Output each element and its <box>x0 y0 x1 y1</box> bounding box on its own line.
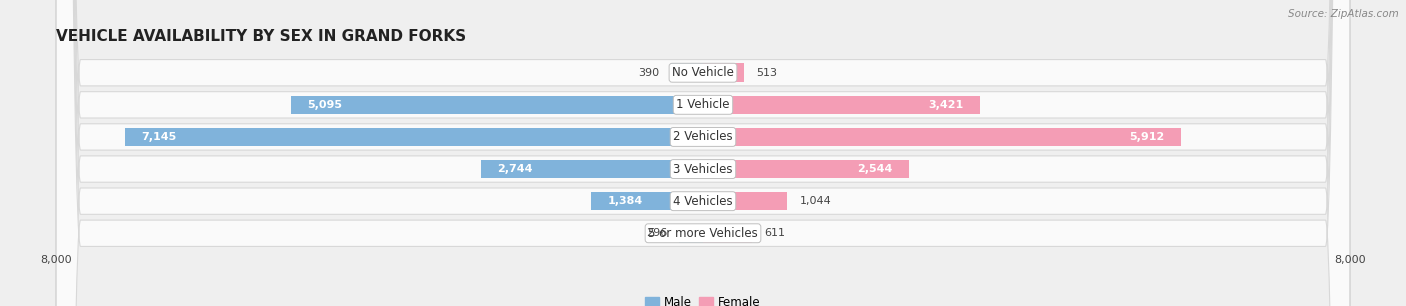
Text: 3 Vehicles: 3 Vehicles <box>673 162 733 176</box>
Text: 5,912: 5,912 <box>1129 132 1164 142</box>
Text: 2,744: 2,744 <box>498 164 533 174</box>
Text: 2 Vehicles: 2 Vehicles <box>673 130 733 144</box>
Text: No Vehicle: No Vehicle <box>672 66 734 79</box>
Text: 296: 296 <box>645 228 666 238</box>
Legend: Male, Female: Male, Female <box>641 291 765 306</box>
FancyBboxPatch shape <box>56 0 1350 306</box>
Text: 3,421: 3,421 <box>928 100 963 110</box>
Text: 513: 513 <box>756 68 778 78</box>
Text: 1 Vehicle: 1 Vehicle <box>676 98 730 111</box>
Bar <box>703 160 908 178</box>
Bar <box>125 128 703 146</box>
Bar <box>679 224 703 243</box>
Text: 1,384: 1,384 <box>607 196 643 206</box>
Text: 5 or more Vehicles: 5 or more Vehicles <box>648 227 758 240</box>
Text: 7,145: 7,145 <box>142 132 177 142</box>
Bar <box>703 192 787 211</box>
Bar <box>591 192 703 211</box>
FancyBboxPatch shape <box>56 0 1350 306</box>
Text: 1,044: 1,044 <box>800 196 831 206</box>
FancyBboxPatch shape <box>56 0 1350 306</box>
FancyBboxPatch shape <box>56 0 1350 306</box>
Text: 390: 390 <box>638 68 659 78</box>
Bar <box>703 128 1181 146</box>
FancyBboxPatch shape <box>56 0 1350 306</box>
Bar <box>703 63 744 82</box>
Text: 4 Vehicles: 4 Vehicles <box>673 195 733 208</box>
Text: Source: ZipAtlas.com: Source: ZipAtlas.com <box>1288 9 1399 19</box>
Text: 5,095: 5,095 <box>308 100 342 110</box>
FancyBboxPatch shape <box>56 0 1350 306</box>
Text: VEHICLE AVAILABILITY BY SEX IN GRAND FORKS: VEHICLE AVAILABILITY BY SEX IN GRAND FOR… <box>56 29 467 44</box>
Text: 2,544: 2,544 <box>858 164 893 174</box>
Bar <box>703 95 980 114</box>
Text: 611: 611 <box>765 228 786 238</box>
Bar <box>291 95 703 114</box>
Bar <box>481 160 703 178</box>
Bar <box>672 63 703 82</box>
Bar <box>703 224 752 243</box>
